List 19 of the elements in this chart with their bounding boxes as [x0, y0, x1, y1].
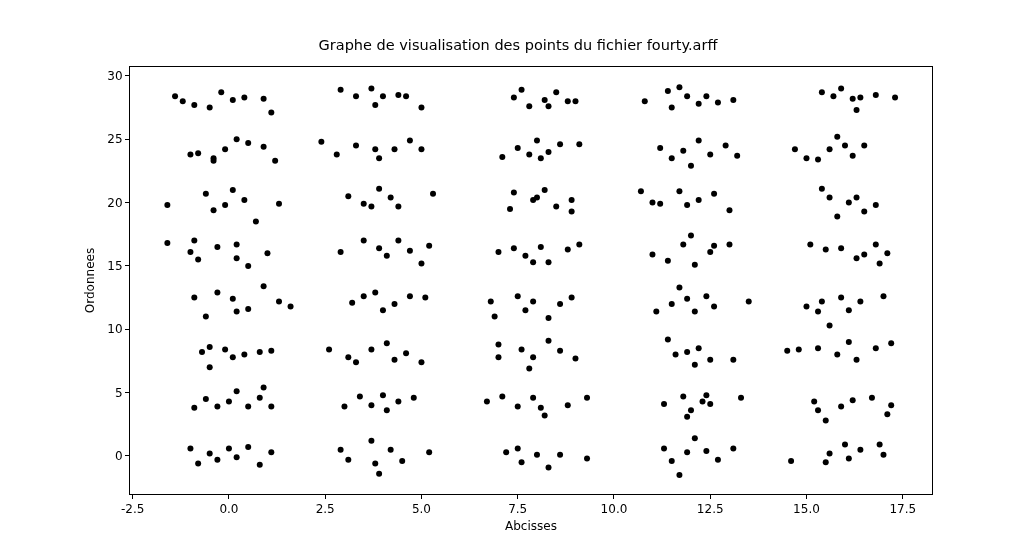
- chart-title: Graphe de visualisation des points du fichier fourty.arff: [318, 37, 719, 54]
- y-tick-label: 30: [107, 69, 123, 84]
- y-tick-label: 10: [107, 322, 123, 337]
- x-tick-label: 7.5: [508, 502, 528, 517]
- x-tick-label: 10.0: [600, 502, 628, 517]
- x-axis-title: Abcisses: [505, 519, 557, 534]
- x-tick-label: 0.0: [219, 502, 239, 517]
- y-tick-label: 0: [114, 449, 123, 464]
- y-tick-label: 15: [107, 259, 123, 274]
- x-tick-label: 12.5: [696, 502, 724, 517]
- y-tick-label: 5: [114, 385, 123, 400]
- x-tick-label: 15.0: [793, 502, 820, 517]
- x-tick-label: 2.5: [315, 502, 335, 517]
- x-tick-label: 17.5: [889, 502, 917, 517]
- y-axis-title: Ordonnees: [82, 247, 97, 314]
- y-tick-label: 25: [107, 132, 123, 147]
- x-tick-label: -2.5: [120, 502, 145, 517]
- x-tick-label: 5.0: [411, 502, 432, 517]
- y-tick-label: 20: [107, 195, 123, 210]
